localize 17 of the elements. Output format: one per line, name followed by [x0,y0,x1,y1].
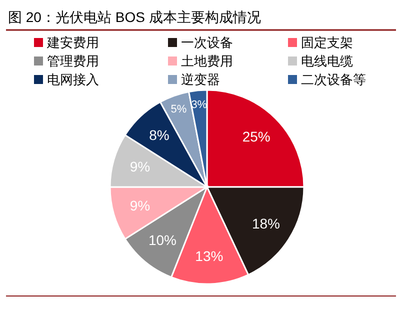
legend-label: 电网接入 [47,72,99,87]
data-label: 13% [195,248,224,264]
legend-label: 土地费用 [181,54,233,68]
data-label: 10% [148,232,176,248]
legend-label: 逆变器 [181,72,220,87]
legend-label: 管理费用 [47,54,99,68]
legend-label: 电线电缆 [301,54,353,68]
data-label: 9% [130,197,150,214]
data-label: 25% [242,128,270,145]
legend-label: 固定支架 [301,35,353,50]
legend-label: 二次设备等 [301,72,366,87]
data-label: 18% [252,215,280,232]
legend-label: 一次设备 [181,35,233,50]
chart-title: 图 20：光伏电站 BOS 成本主要构成情况 [8,9,261,25]
data-label: 5% [170,104,187,116]
legend-label: 建安费用 [46,35,99,50]
data-label: 8% [149,127,170,144]
